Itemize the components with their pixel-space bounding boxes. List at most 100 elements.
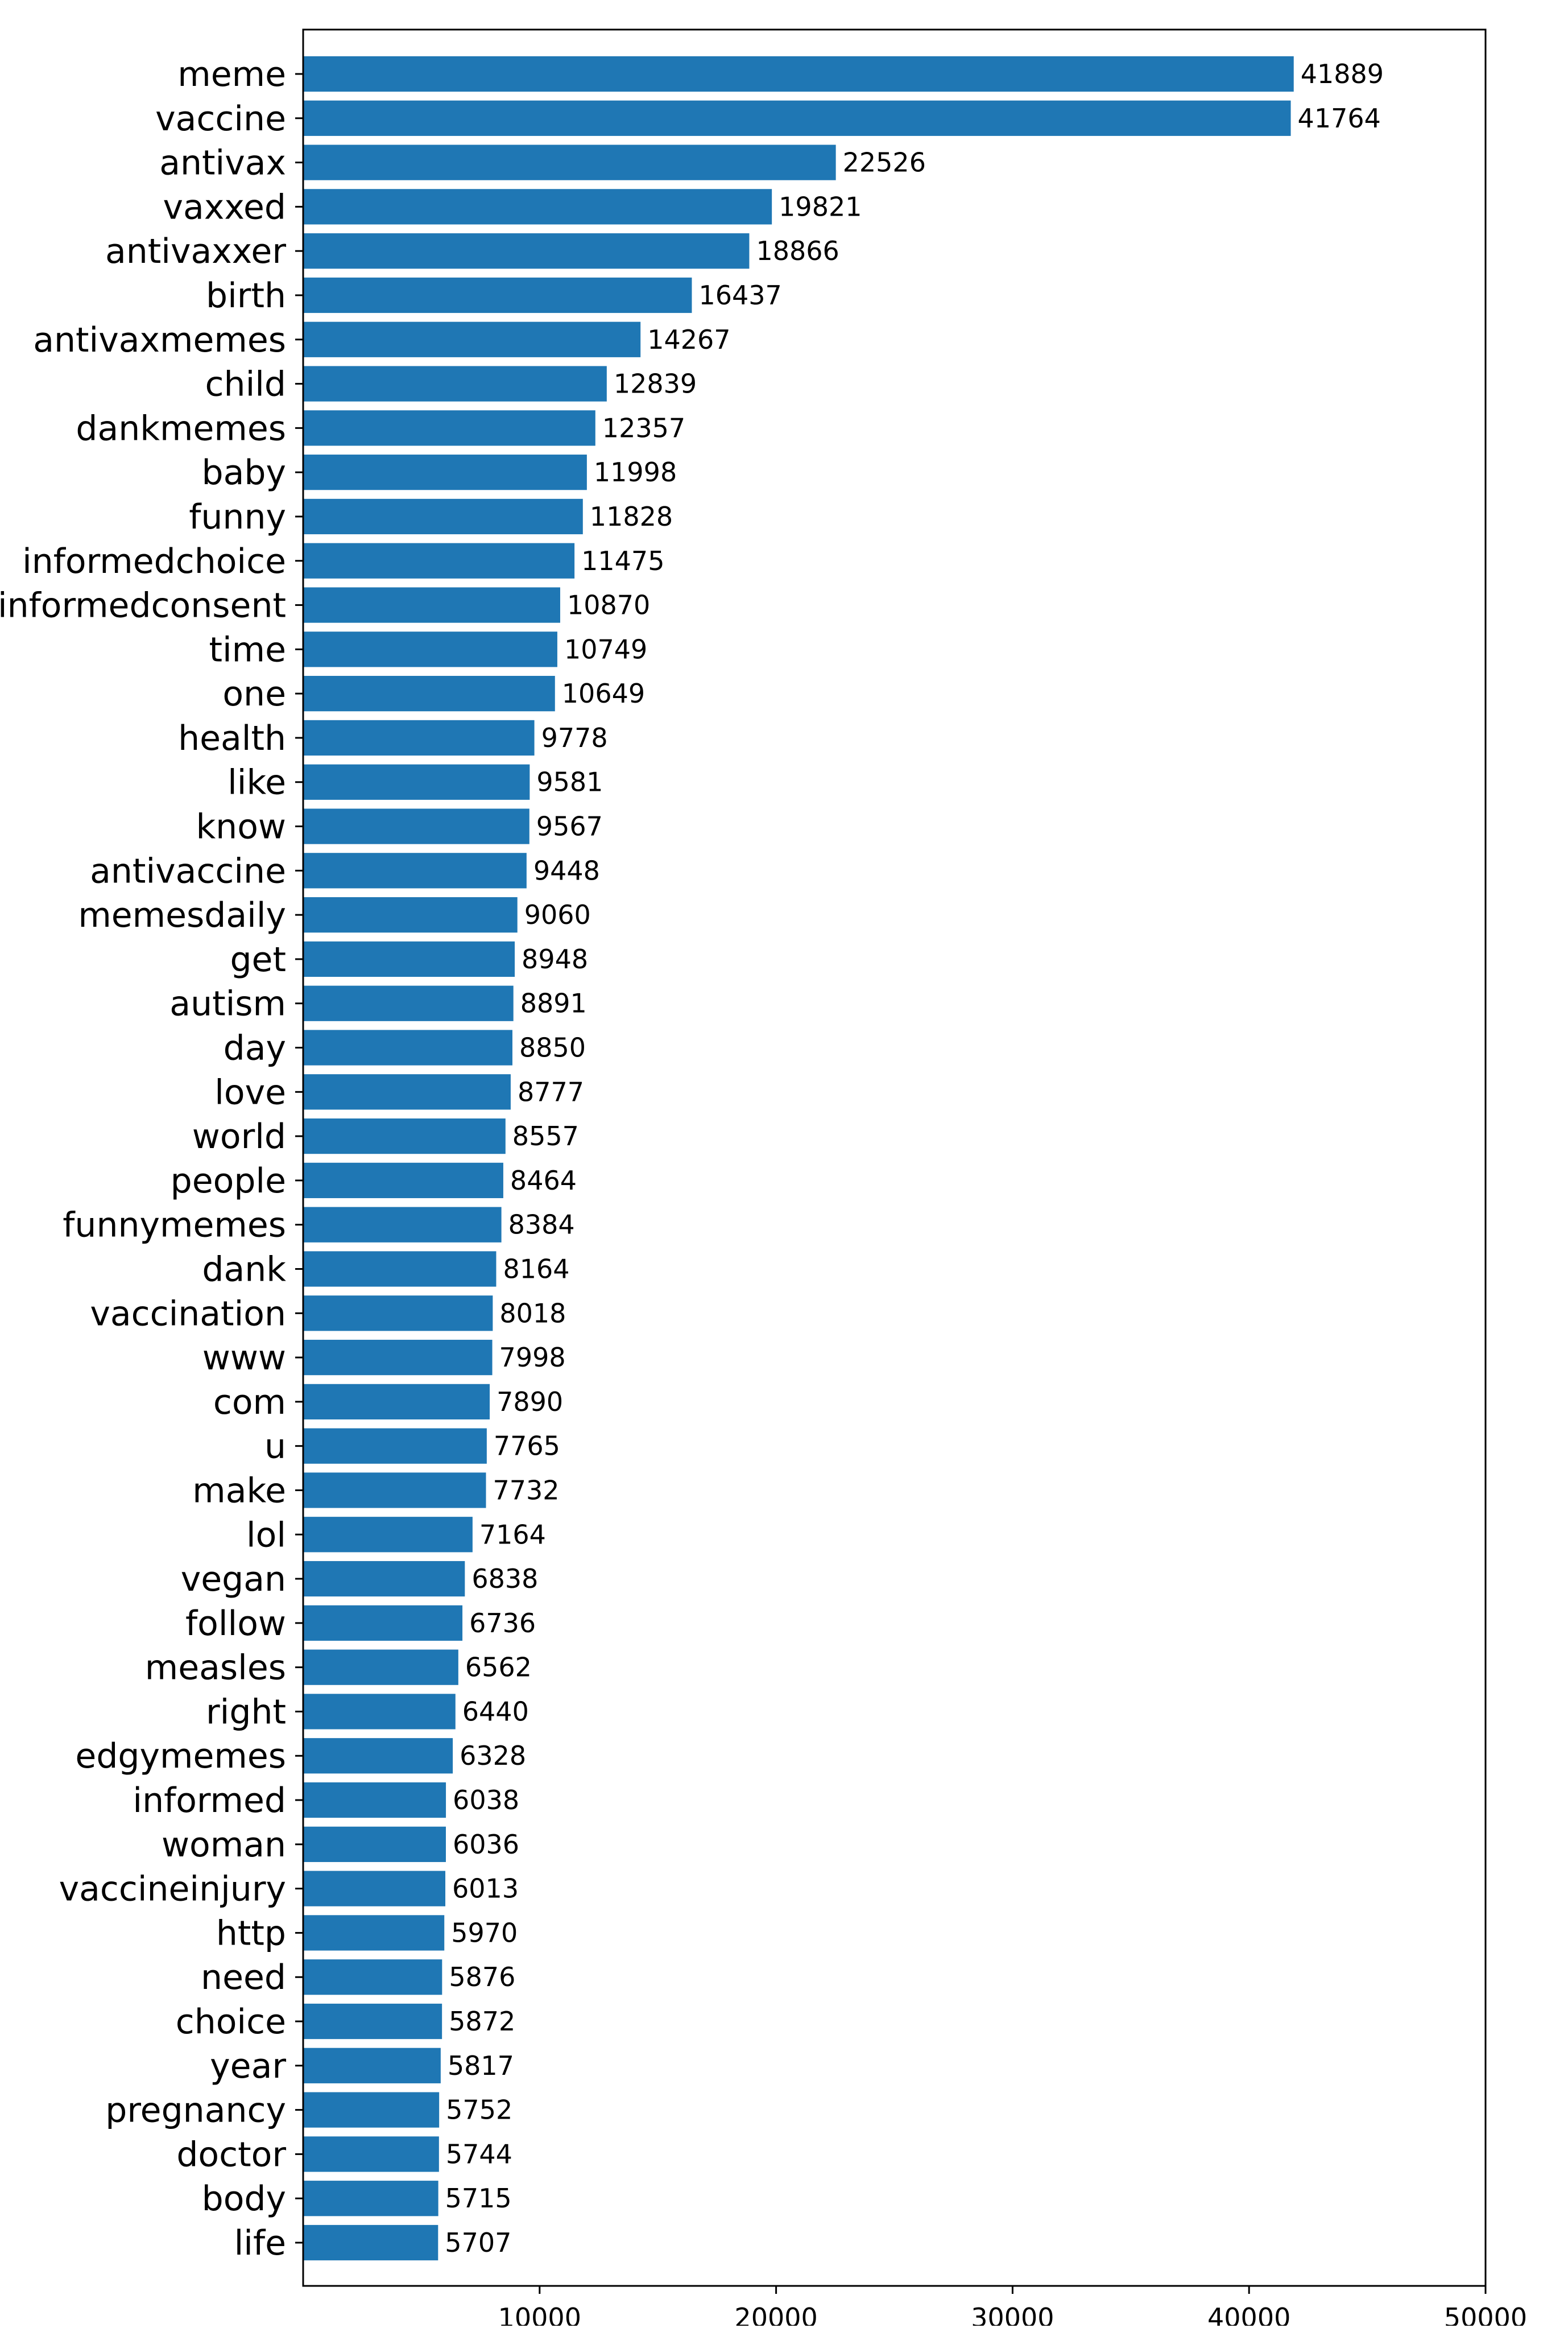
category-label: one	[222, 674, 286, 714]
category-label: funnymemes	[63, 1206, 286, 1245]
category-label: measles	[145, 1648, 286, 1688]
value-label: 10870	[567, 590, 650, 621]
value-label: 7732	[493, 1475, 560, 1505]
value-label: 5707	[445, 2227, 511, 2258]
value-label: 9060	[524, 899, 591, 930]
category-label: time	[209, 630, 286, 670]
value-label: 6036	[453, 1829, 519, 1860]
bar-time	[303, 631, 557, 667]
value-label: 9567	[536, 811, 603, 842]
category-label: pregnancy	[105, 2091, 286, 2131]
x-tick-label: 10000	[498, 2302, 581, 2326]
value-label: 8850	[519, 1033, 586, 1063]
value-label: 5872	[449, 2006, 515, 2037]
bar-funnymemes	[303, 1207, 502, 1243]
bar-edgymemes	[303, 1738, 453, 1774]
value-label: 8777	[518, 1076, 584, 1107]
value-label: 9448	[533, 855, 600, 886]
bar-antivaccine	[303, 853, 527, 889]
category-label: autism	[169, 984, 286, 1024]
bar-vaxxed	[303, 189, 772, 225]
bar-http	[303, 1915, 445, 1951]
value-label: 19821	[779, 191, 862, 222]
bar-antivaxmemes	[303, 321, 641, 357]
category-label: vaccine	[155, 99, 286, 139]
category-label: vaxxed	[163, 187, 286, 227]
bar-choice	[303, 2003, 442, 2040]
category-label: woman	[162, 1825, 286, 1865]
bar-informed	[303, 1782, 446, 1818]
category-label: love	[214, 1072, 286, 1112]
bar-follow	[303, 1605, 463, 1641]
bar-dankmemes	[303, 410, 595, 446]
category-label: antivax	[159, 143, 286, 183]
bar-know	[303, 808, 529, 844]
value-label: 10649	[562, 678, 645, 709]
category-label: funny	[189, 497, 286, 537]
bar-make	[303, 1472, 486, 1508]
plot-frame	[302, 28, 1487, 2287]
category-label: choice	[176, 2002, 286, 2042]
bar-one	[303, 676, 555, 712]
bar-lol	[303, 1517, 473, 1553]
x-tick-label: 30000	[971, 2302, 1054, 2326]
value-label: 41764	[1298, 103, 1381, 134]
bar-dank	[303, 1251, 497, 1287]
bar-autism	[303, 985, 514, 1021]
value-label: 7998	[499, 1342, 566, 1373]
bar-meme	[303, 56, 1294, 92]
value-label: 18866	[756, 236, 839, 266]
x-tick-label: 50000	[1444, 2302, 1527, 2326]
bar-child	[303, 366, 607, 402]
bar-birth	[303, 277, 692, 313]
category-label: need	[201, 1958, 286, 1997]
category-label: lol	[246, 1515, 286, 1555]
category-label: informed	[133, 1781, 286, 1821]
value-label: 14267	[647, 324, 730, 355]
category-label: informedconsent	[0, 586, 286, 626]
value-label: 9778	[541, 723, 608, 753]
bar-baby	[303, 455, 587, 490]
category-label: dank	[202, 1249, 286, 1289]
value-label: 11828	[590, 501, 673, 532]
value-label: 8557	[512, 1121, 579, 1151]
category-label: right	[206, 1692, 286, 1732]
value-label: 8018	[499, 1298, 566, 1328]
bar-informedchoice	[303, 543, 575, 579]
bar-body	[303, 2181, 438, 2216]
bar-informedconsent	[303, 587, 560, 623]
bar-world	[303, 1118, 506, 1154]
category-label: vaccineinjury	[59, 1869, 286, 1909]
value-label: 6440	[462, 1696, 529, 1727]
value-label: 6736	[469, 1608, 536, 1638]
value-label: 5715	[445, 2183, 512, 2214]
value-label: 6038	[453, 1785, 519, 1815]
labels-layer: meme 41889 vaccine 41764 antivax 22526 vaxxed 1…	[0, 55, 1384, 2263]
category-label: antivaxxer	[105, 232, 286, 271]
value-label: 41889	[1301, 59, 1384, 89]
bar-health	[303, 720, 535, 756]
category-label: day	[224, 1029, 286, 1068]
category-label: edgymemes	[75, 1736, 286, 1776]
category-label: dankmemes	[76, 408, 286, 448]
x-tick-label: 20000	[734, 2302, 817, 2326]
category-label: body	[202, 2179, 286, 2219]
category-label: meme	[177, 55, 286, 94]
value-label: 5744	[446, 2139, 512, 2169]
category-label: informedchoice	[22, 542, 286, 581]
value-label: 8891	[520, 988, 587, 1019]
value-label: 9581	[536, 767, 603, 798]
bar-right	[303, 1694, 456, 1730]
bar-get	[303, 941, 515, 977]
bar-measles	[303, 1649, 458, 1685]
value-label: 7164	[479, 1519, 546, 1550]
category-label: child	[205, 365, 286, 404]
value-label: 10749	[564, 634, 647, 664]
value-label: 5876	[449, 1962, 515, 1992]
category-label: vaccination	[90, 1294, 286, 1334]
value-label: 11998	[594, 457, 677, 488]
category-label: life	[234, 2223, 286, 2263]
category-label: year	[210, 2046, 286, 2086]
